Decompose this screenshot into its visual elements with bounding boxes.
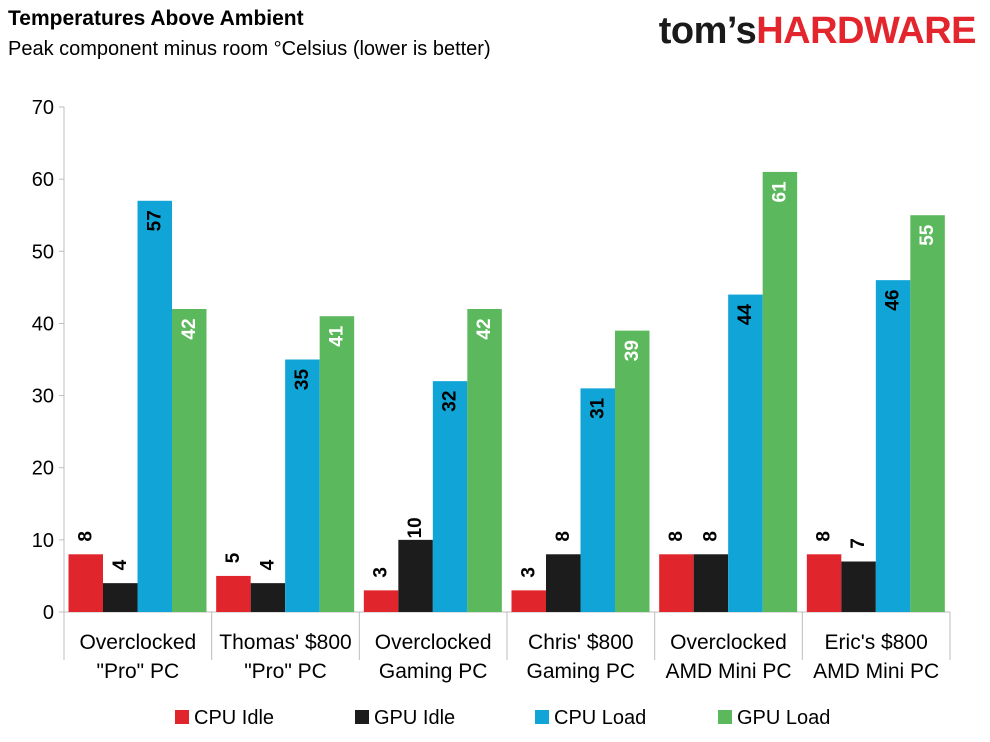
logo-text-part2: HARDWARE (756, 10, 976, 52)
legend-swatch (355, 710, 369, 724)
bar (580, 388, 615, 612)
legend-swatch (175, 710, 189, 724)
data-label: 8 (666, 531, 687, 542)
bar (285, 359, 320, 612)
data-label: 44 (735, 304, 756, 326)
legend-label: GPU Idle (374, 707, 455, 729)
x-category-label: AMD Mini PC (665, 660, 791, 683)
data-label: 42 (474, 318, 495, 339)
bar (363, 590, 399, 612)
y-tick-label: 40 (32, 313, 54, 335)
toms-hardware-logo: tom’sHARDWARE (658, 10, 977, 53)
y-tick-label: 60 (32, 169, 54, 191)
x-category-label: Thomas' $800 (219, 631, 351, 654)
bar (398, 539, 433, 612)
data-label: 3 (371, 567, 392, 578)
data-label: 8 (700, 531, 721, 542)
y-tick-label: 20 (32, 458, 54, 480)
legend-label: GPU Load (737, 707, 830, 729)
data-label: 4 (257, 559, 278, 570)
bar (216, 575, 251, 612)
bar (319, 316, 355, 612)
data-label: 3 (518, 567, 539, 578)
data-label: 10 (405, 517, 426, 538)
bar (659, 554, 694, 612)
x-category-label: Overclocked (670, 631, 787, 654)
y-tick-label: 10 (32, 530, 54, 552)
bar (137, 200, 172, 613)
data-label: 41 (326, 325, 347, 347)
chart-subtitle: Peak component minus room °Celsius (lowe… (8, 38, 491, 60)
data-label: 57 (144, 210, 165, 231)
data-label: 35 (292, 369, 313, 391)
x-category-label: Chris' $800 (528, 631, 634, 654)
x-category-label: Overclocked (79, 631, 196, 654)
x-category-label: Gaming PC (379, 660, 488, 683)
bar (68, 554, 103, 612)
bar (693, 554, 729, 612)
data-label: 8 (553, 531, 574, 542)
bar (806, 554, 842, 612)
y-tick-label: 0 (43, 602, 54, 624)
bar (875, 280, 911, 612)
bar (467, 309, 502, 612)
bar (841, 561, 876, 612)
y-tick-label: 70 (32, 97, 54, 119)
data-label: 7 (848, 538, 869, 549)
logo-text-part1: tom’s (658, 10, 757, 52)
x-category-label: AMD Mini PC (813, 660, 939, 683)
data-label: 55 (917, 224, 938, 246)
data-label: 5 (223, 552, 244, 563)
x-category-label: "Pro" PC (97, 660, 180, 683)
bar (172, 309, 207, 612)
x-category-label: Overclocked (375, 631, 492, 654)
legend-label: CPU Load (554, 707, 646, 729)
x-category-label: Gaming PC (527, 660, 636, 683)
bar (615, 330, 650, 612)
data-label: 61 (769, 181, 790, 203)
y-tick-label: 30 (32, 386, 54, 408)
chart-title: Temperatures Above Ambient (8, 7, 304, 30)
data-label: 32 (440, 391, 461, 412)
x-category-label: Eric's $800 (825, 631, 928, 654)
bar (546, 554, 581, 612)
bar (511, 590, 546, 612)
data-label: 39 (622, 340, 643, 361)
x-category-label: "Pro" PC (244, 660, 327, 683)
bar (250, 583, 286, 612)
legend-swatch (535, 710, 549, 724)
data-label: 46 (883, 290, 904, 311)
data-label: 4 (110, 559, 131, 570)
data-label: 8 (75, 531, 96, 542)
data-label: 31 (587, 397, 608, 419)
data-label: 42 (179, 318, 200, 339)
bar (728, 294, 763, 612)
y-tick-label: 50 (32, 241, 54, 263)
legend-swatch (718, 710, 732, 724)
bar (762, 171, 798, 612)
legend-label: CPU Idle (194, 707, 274, 729)
bar (103, 583, 138, 612)
bar (910, 215, 945, 612)
bar (432, 381, 468, 612)
data-label: 8 (814, 531, 835, 542)
